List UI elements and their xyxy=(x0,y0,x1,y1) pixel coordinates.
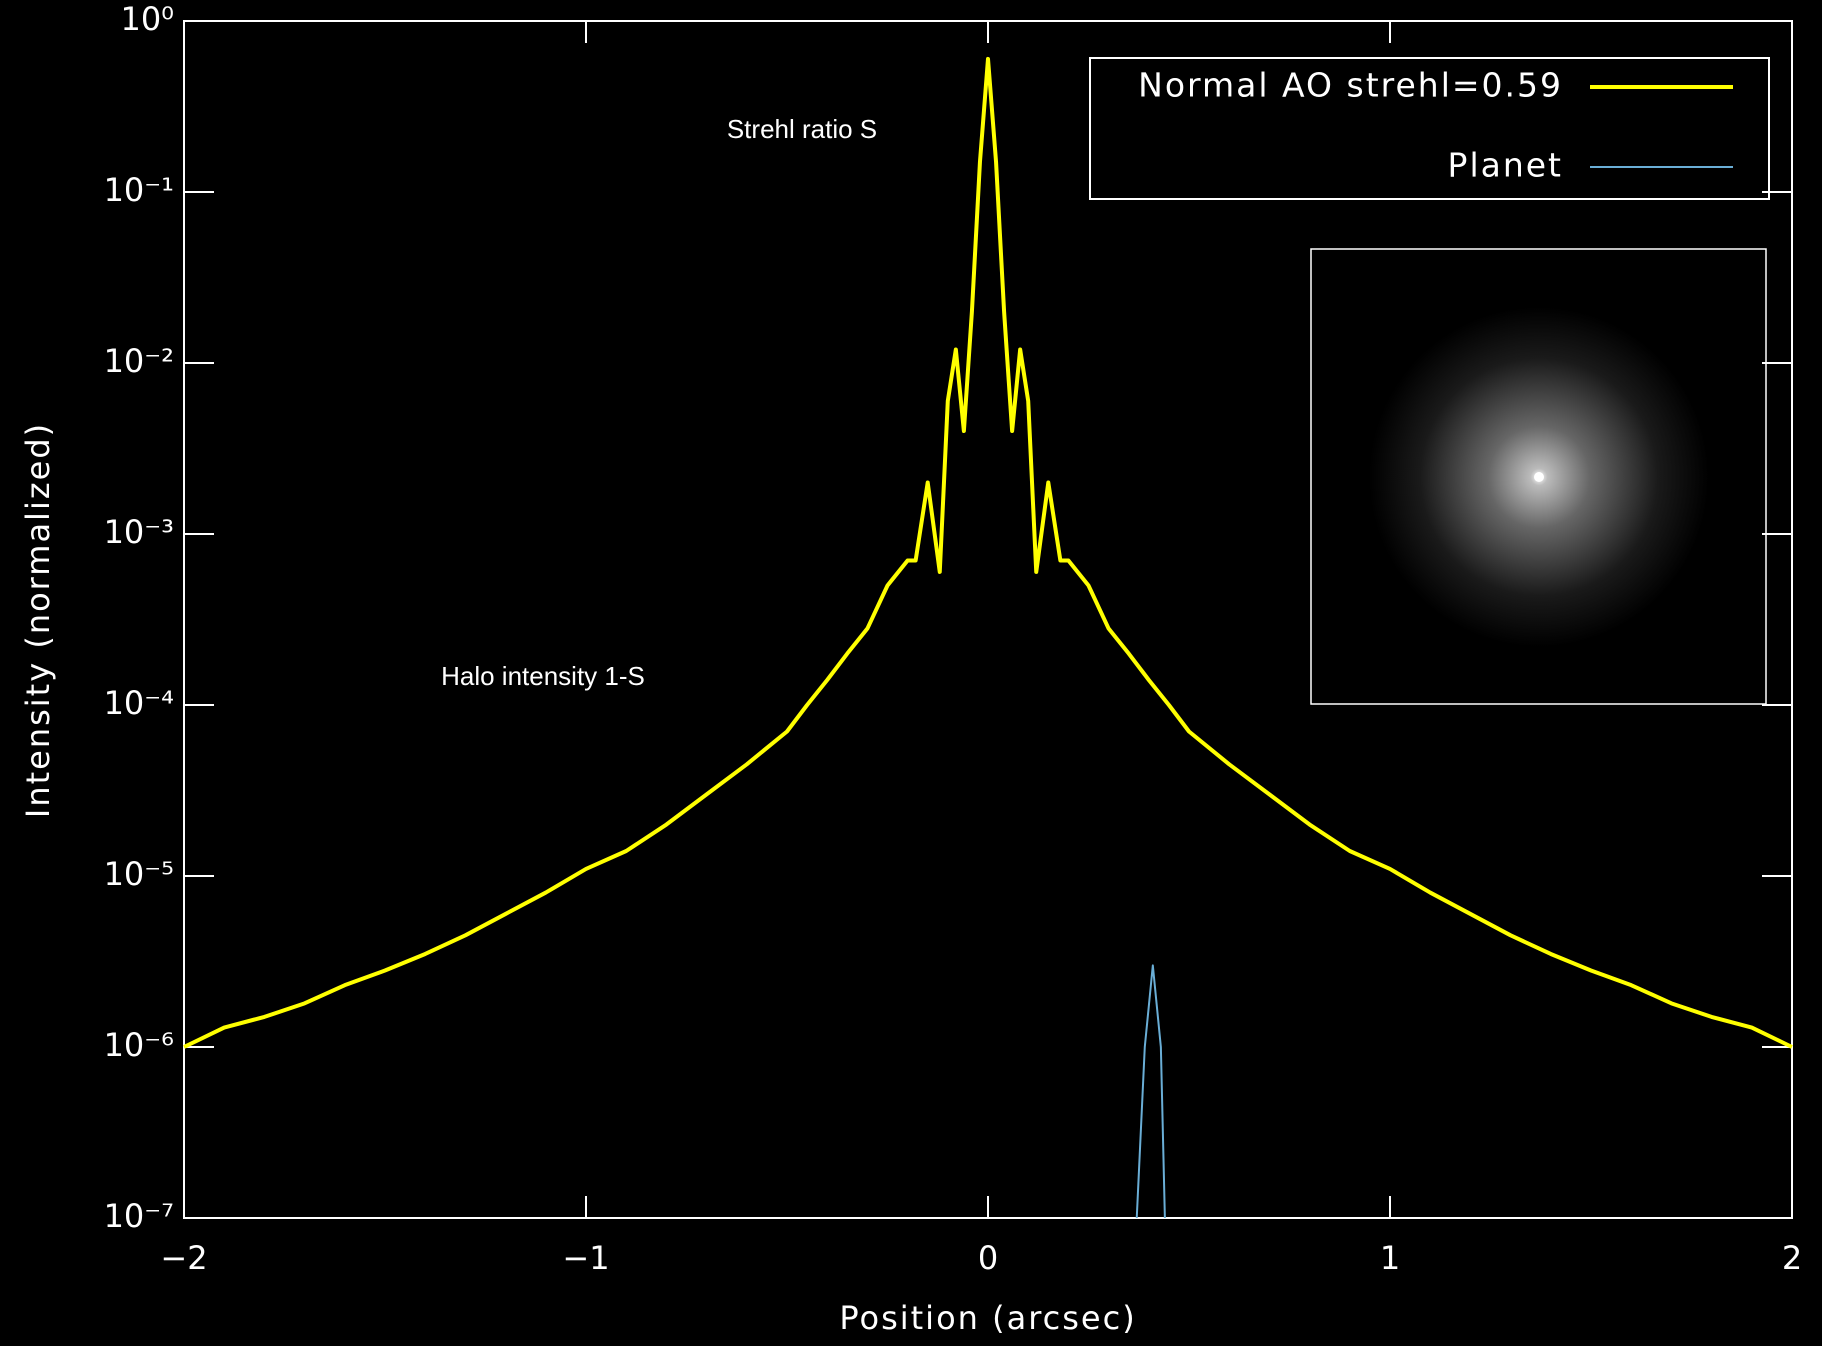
y-tick-label: 10⁰ xyxy=(120,0,174,38)
y-axis-label: Intensity (normalized) xyxy=(19,422,57,818)
legend-label: Planet xyxy=(1448,146,1563,185)
y-tick-label: 10⁻¹ xyxy=(104,171,174,209)
x-tick-label: 0 xyxy=(978,1239,998,1277)
x-axis-label: Position (arcsec) xyxy=(839,1299,1136,1337)
y-tick-label: 10⁻² xyxy=(104,342,174,380)
annotation: Halo intensity 1-S xyxy=(441,661,645,691)
y-tick-label: 10⁻⁵ xyxy=(104,855,174,893)
x-tick-label: −2 xyxy=(160,1239,207,1277)
x-tick-label: 1 xyxy=(1380,1239,1400,1277)
data-line xyxy=(183,56,1793,1049)
legend-label: Normal AO strehl=0.59 xyxy=(1138,66,1563,105)
y-tick-label: 10⁻⁴ xyxy=(104,684,174,722)
data-line xyxy=(1135,964,1166,1219)
y-tick-label: 10⁻³ xyxy=(104,513,174,551)
y-tick-label: 10⁻⁷ xyxy=(104,1197,174,1235)
y-tick-label: 10⁻⁶ xyxy=(104,1026,174,1064)
psf-core xyxy=(1534,472,1544,482)
x-tick-label: 2 xyxy=(1782,1239,1802,1277)
legend xyxy=(1089,57,1770,200)
annotation: Strehl ratio S xyxy=(727,114,877,144)
x-tick-label: −1 xyxy=(562,1239,609,1277)
